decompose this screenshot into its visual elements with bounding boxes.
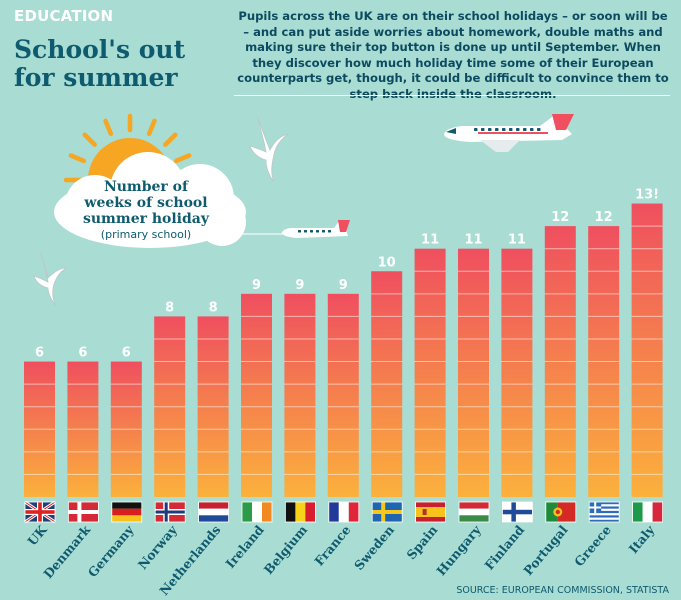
cloud-title-line1: Number of [104, 179, 189, 195]
category-label: Norway [135, 522, 181, 572]
category-label: Ireland [222, 522, 266, 571]
value-label: 11 [508, 233, 526, 248]
category-label: Finland [481, 522, 527, 573]
value-label: 11 [464, 233, 482, 248]
greece-flag-icon [588, 501, 620, 523]
category-label: Portugal [520, 522, 571, 578]
airplane-icon [444, 114, 574, 152]
hungary-flag-icon [458, 501, 490, 523]
divider [234, 95, 670, 96]
sweden-flag-icon [371, 501, 403, 523]
seagull-icon [33, 251, 68, 307]
category-label: France [311, 522, 353, 568]
value-label: 13! [635, 188, 659, 203]
uk-flag-icon [24, 500, 56, 524]
category-label: Sweden [351, 522, 397, 573]
italy-flag-icon [632, 501, 663, 523]
value-label: 6 [35, 346, 44, 361]
netherlands-flag-icon [198, 501, 230, 523]
intro-text: Pupils across the UK are on their school… [237, 9, 669, 101]
seagull-icon [249, 117, 289, 183]
page-title: School's out for summer [14, 35, 186, 92]
norway-flag-icon [154, 501, 186, 523]
value-label: 6 [78, 346, 87, 361]
bar-spain [414, 248, 446, 497]
section-tag: EDUCATION [14, 7, 114, 25]
bar-italy [631, 203, 663, 497]
category-label: Italy [626, 522, 658, 557]
category-label: Germany [85, 522, 137, 580]
belgium-flag-icon [284, 501, 316, 523]
france-flag-icon [328, 501, 360, 523]
category-label: Belgium [261, 522, 310, 577]
cloud-title-line2: weeks of school [83, 195, 207, 211]
value-label: 11 [421, 233, 439, 248]
bar-france [327, 293, 359, 497]
bar-ireland [241, 293, 272, 497]
value-label: 8 [209, 300, 218, 315]
germany-flag-icon [111, 501, 143, 523]
value-label: 9 [252, 278, 261, 293]
denmark-flag-icon [68, 501, 99, 523]
value-label: 8 [165, 300, 174, 315]
bar-belgium [284, 293, 316, 497]
value-label: 9 [339, 278, 348, 293]
spain-flag-icon [415, 501, 447, 523]
value-label: 9 [295, 278, 304, 293]
finland-flag-icon [501, 501, 533, 523]
cloud-title-line3: summer holiday [83, 211, 210, 227]
value-label: 12 [551, 210, 569, 225]
category-label: Greece [571, 522, 614, 569]
value-label: 6 [122, 346, 131, 361]
value-label: 12 [595, 210, 613, 225]
bar-hungary [458, 248, 489, 497]
category-label: UK [24, 521, 50, 548]
cloud-shape [54, 152, 246, 248]
value-label: 10 [378, 255, 396, 270]
category-label: Hungary [433, 522, 484, 579]
bar-finland [501, 248, 533, 497]
ireland-flag-icon [241, 501, 273, 523]
cloud-subtitle: (primary school) [101, 228, 191, 241]
category-label: Spain [403, 522, 440, 562]
source-note: SOURCE: EUROPEAN COMMISSION, STATISTA [456, 585, 669, 596]
airplane-icon [236, 220, 350, 238]
portugal-flag-icon [545, 501, 577, 523]
